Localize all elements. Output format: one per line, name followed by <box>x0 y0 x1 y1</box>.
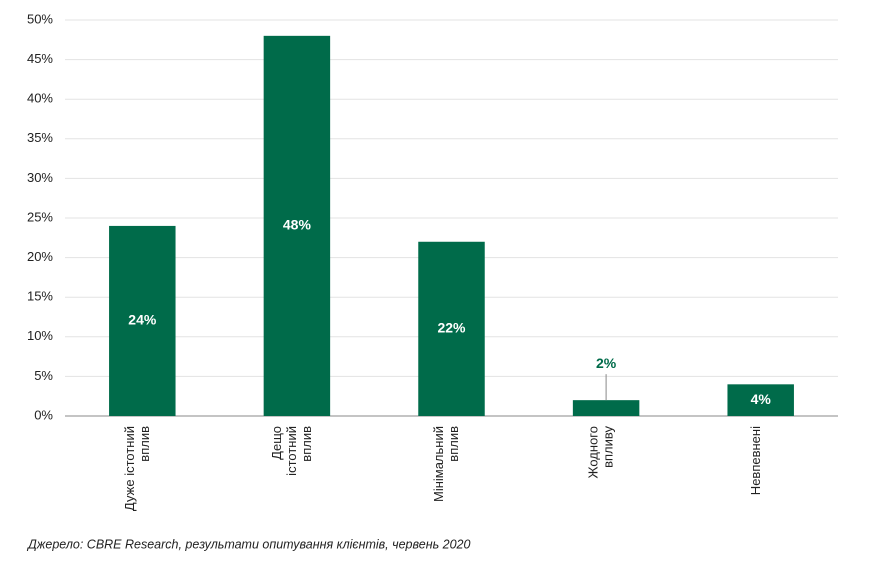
y-tick-label: 35% <box>27 130 53 145</box>
bar <box>418 241 485 416</box>
value-label: 24% <box>128 312 157 328</box>
value-label: 22% <box>437 320 466 336</box>
y-tick-label: 20% <box>27 249 53 264</box>
bar <box>727 384 794 416</box>
value-label: 4% <box>751 391 772 407</box>
bar <box>109 225 176 416</box>
bar <box>572 400 640 416</box>
value-label: 2% <box>596 355 617 371</box>
y-tick-label: 0% <box>34 407 53 422</box>
x-tick-label: Дуже істотнийвплив <box>122 426 152 511</box>
x-tick-label: Дещоістотнийвплив <box>269 426 314 476</box>
y-tick-label: 40% <box>27 91 53 106</box>
x-tick-label: Мінімальнийвплив <box>431 426 461 502</box>
value-label: 48% <box>283 217 312 233</box>
y-tick-label: 45% <box>27 51 53 66</box>
x-tick-label: Невпевнені <box>748 426 763 495</box>
x-tick-label: Жодноговпливу <box>586 426 616 479</box>
y-tick-label: 15% <box>27 289 53 304</box>
y-tick-label: 50% <box>27 11 53 26</box>
y-tick-label: 10% <box>27 328 53 343</box>
y-tick-label: 5% <box>34 368 53 383</box>
source-note: Джерело: CBRE Research, результати опиту… <box>26 537 470 551</box>
y-tick-label: 30% <box>27 170 53 185</box>
y-tick-label: 25% <box>27 209 53 224</box>
bar <box>263 35 331 417</box>
